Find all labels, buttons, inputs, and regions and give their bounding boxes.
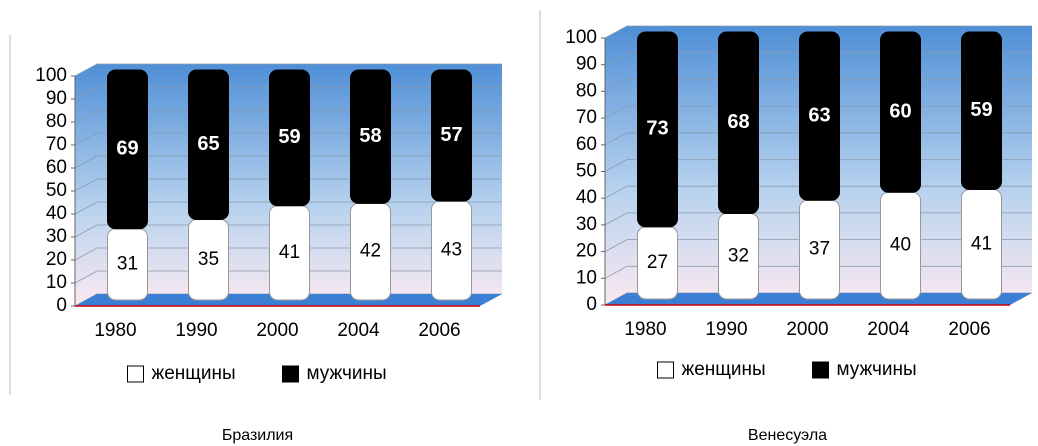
y-tick-label: 90: [46, 88, 67, 109]
bar-segment: [961, 31, 1002, 191]
data-label: 27: [647, 252, 668, 273]
y-tick-label: 20: [576, 241, 597, 262]
data-label: 40: [890, 235, 911, 256]
data-label: 35: [198, 249, 219, 270]
y-tick-label: 30: [576, 214, 597, 235]
y-tick-label: 100: [35, 65, 67, 86]
y-tick-label: 0: [586, 294, 597, 315]
grid-line: [604, 25, 1032, 39]
y-tick-label: 50: [46, 180, 67, 201]
x-tick-label: 2006: [418, 320, 460, 341]
legend-swatch: [282, 365, 299, 383]
chart-title: Венесуэла: [748, 427, 827, 444]
x-tick-label: 2004: [337, 320, 380, 341]
y-tick-label: 50: [576, 161, 597, 182]
y-tick-label: 70: [576, 107, 597, 128]
y-tick-label: 100: [565, 27, 597, 48]
data-label: 69: [116, 138, 138, 160]
y-tick-label: 60: [576, 134, 597, 155]
legend-label: мужчины: [307, 363, 387, 384]
data-label: 68: [727, 111, 749, 133]
y-tick-label: 20: [46, 249, 67, 270]
x-tick-label: 1990: [705, 319, 747, 340]
y-tick-label: 10: [46, 272, 67, 293]
y-tick-label: 60: [46, 157, 67, 178]
data-label: 41: [279, 242, 300, 263]
bar-segment: [880, 31, 921, 193]
data-label: 43: [441, 240, 462, 261]
bar-segment: [799, 31, 840, 201]
data-label: 59: [970, 99, 992, 121]
bar-segment: [107, 69, 148, 230]
legend-swatch: [657, 361, 674, 379]
x-tick-label: 2000: [786, 319, 828, 340]
bar-segment: [269, 69, 310, 207]
data-label: 60: [889, 100, 911, 122]
legend-label: женщины: [152, 363, 236, 384]
data-label: 63: [808, 104, 830, 126]
x-tick-label: 1990: [175, 320, 217, 341]
y-tick-label: 0: [56, 295, 67, 316]
data-label: 65: [197, 133, 219, 155]
legend-swatch: [812, 361, 829, 379]
data-label: 59: [278, 126, 300, 148]
legend-label: женщины: [682, 359, 766, 380]
data-label: 32: [728, 245, 749, 266]
data-label: 31: [117, 253, 138, 274]
bar-segment: [431, 69, 472, 202]
data-label: 37: [809, 239, 830, 260]
y-tick-label: 30: [46, 226, 67, 247]
data-label: 58: [359, 125, 381, 147]
y-tick-label: 10: [576, 267, 597, 288]
grid-line: [74, 63, 502, 77]
y-tick-label: 40: [46, 203, 67, 224]
data-label: 42: [360, 241, 381, 262]
data-label: 73: [646, 118, 668, 140]
chart-title: Бразилия: [222, 427, 293, 444]
data-label: 57: [440, 124, 462, 146]
y-tick-label: 80: [576, 80, 597, 101]
bar-segment: [188, 69, 229, 220]
legend-swatch: [127, 365, 144, 383]
data-label: 41: [971, 233, 992, 254]
x-tick-label: 2004: [867, 319, 910, 340]
x-tick-label: 2000: [256, 320, 298, 341]
y-tick-label: 90: [576, 54, 597, 75]
bar-segment: [718, 31, 759, 215]
bar-segment: [350, 69, 391, 204]
legend-label: мужчины: [837, 359, 917, 380]
bar-segment: [637, 31, 678, 228]
x-tick-label: 1980: [624, 319, 666, 340]
y-tick-label: 70: [46, 134, 67, 155]
y-tick-label: 40: [576, 187, 597, 208]
x-tick-label: 2006: [948, 319, 990, 340]
y-tick-label: 80: [46, 111, 67, 132]
x-tick-label: 1980: [94, 320, 136, 341]
